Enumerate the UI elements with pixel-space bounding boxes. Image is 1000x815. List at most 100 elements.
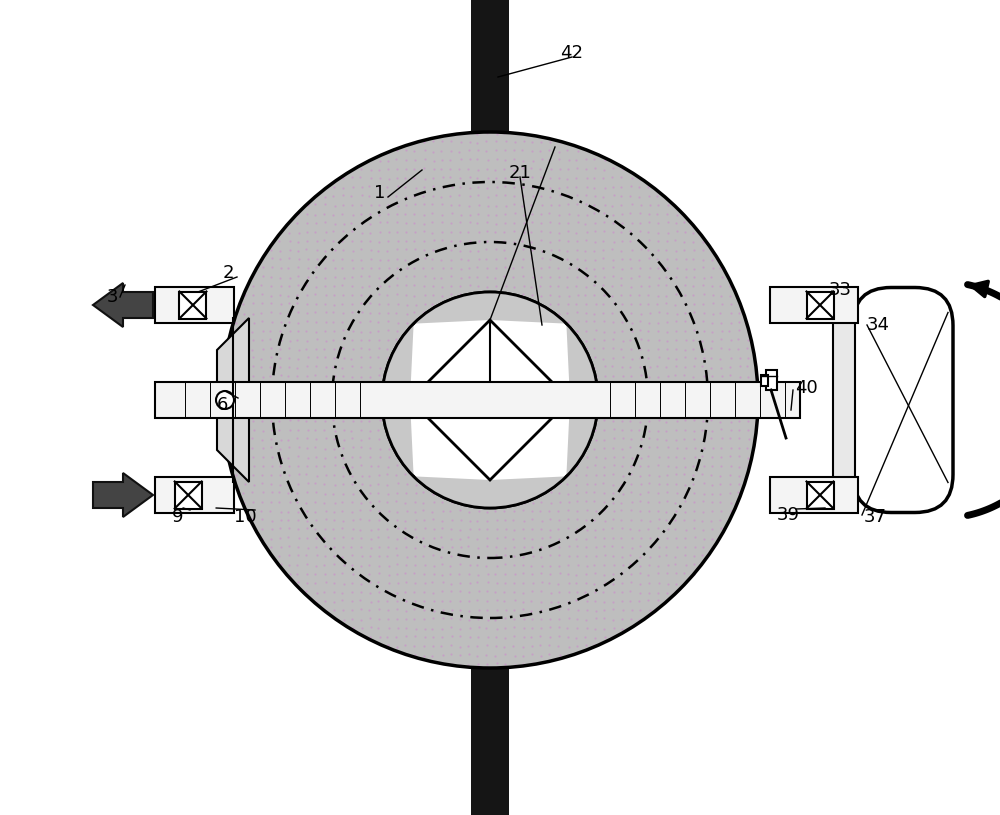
Point (624, 198, 640, 211)
Point (480, 288, 496, 301)
Point (327, 496, 343, 509)
Point (469, 136, 485, 149)
Point (532, 180, 548, 193)
Point (442, 171, 458, 184)
Point (703, 342, 719, 355)
Point (659, 306, 675, 319)
Point (362, 325, 378, 338)
Point (613, 170, 629, 183)
Point (390, 235, 406, 248)
Point (443, 648, 459, 661)
Point (343, 190, 359, 203)
Point (685, 280, 701, 293)
Point (614, 595, 630, 608)
Point (533, 566, 549, 579)
Point (452, 334, 468, 347)
Point (551, 172, 567, 185)
Point (569, 459, 585, 472)
Point (451, 567, 467, 580)
Point (416, 325, 432, 338)
Point (624, 496, 640, 509)
Point (551, 289, 567, 302)
Point (462, 487, 478, 500)
Point (326, 289, 342, 302)
Point (523, 559, 539, 572)
Point (290, 379, 306, 392)
Point (551, 234, 567, 247)
Point (352, 171, 368, 184)
Point (506, 181, 522, 194)
Point (516, 496, 532, 509)
Point (308, 513, 324, 526)
Point (398, 459, 414, 472)
Point (516, 631, 532, 644)
Point (561, 496, 577, 509)
Point (488, 189, 504, 202)
Point (587, 622, 603, 635)
Point (695, 495, 711, 508)
Point (425, 487, 441, 500)
Point (271, 496, 287, 509)
Point (415, 406, 431, 419)
Point (452, 604, 468, 617)
Point (559, 244, 575, 258)
Point (713, 361, 729, 374)
Point (254, 288, 270, 301)
Point (353, 603, 369, 616)
Point (299, 289, 315, 302)
Point (660, 441, 676, 454)
Point (533, 289, 549, 302)
Point (334, 593, 350, 606)
Point (569, 585, 585, 598)
Point (622, 333, 638, 346)
Point (740, 415, 756, 428)
Point (469, 152, 485, 165)
Point (604, 170, 620, 183)
Point (381, 172, 397, 185)
Point (371, 341, 387, 355)
Point (694, 396, 710, 409)
Point (552, 566, 568, 579)
Point (434, 307, 450, 320)
Point (335, 477, 351, 490)
Point (263, 478, 279, 491)
Point (298, 279, 314, 292)
Point (622, 441, 638, 454)
Point (254, 415, 270, 428)
Point (478, 559, 494, 572)
Point (695, 523, 711, 536)
Point (372, 361, 388, 374)
Point (595, 395, 611, 408)
Point (307, 288, 323, 301)
Point (515, 379, 531, 392)
Point (227, 441, 243, 454)
Point (487, 586, 503, 599)
Point (316, 558, 332, 571)
Point (388, 370, 404, 383)
Point (633, 532, 649, 545)
Point (596, 442, 612, 455)
Point (406, 262, 422, 275)
Point (308, 486, 324, 499)
Point (335, 531, 351, 544)
Point (614, 306, 630, 319)
Point (309, 351, 325, 364)
Point (371, 288, 387, 301)
Point (273, 505, 289, 518)
Point (426, 567, 442, 580)
Point (389, 548, 405, 562)
Point (406, 387, 422, 400)
Point (497, 414, 513, 427)
Point (408, 623, 424, 636)
Point (615, 604, 631, 617)
Point (299, 297, 315, 311)
Point (344, 478, 360, 491)
Point (569, 306, 585, 319)
Point (299, 360, 315, 373)
Point (336, 613, 352, 626)
Point (479, 334, 495, 347)
Point (723, 352, 739, 365)
Point (453, 262, 469, 275)
Point (444, 604, 460, 617)
Point (489, 576, 505, 589)
